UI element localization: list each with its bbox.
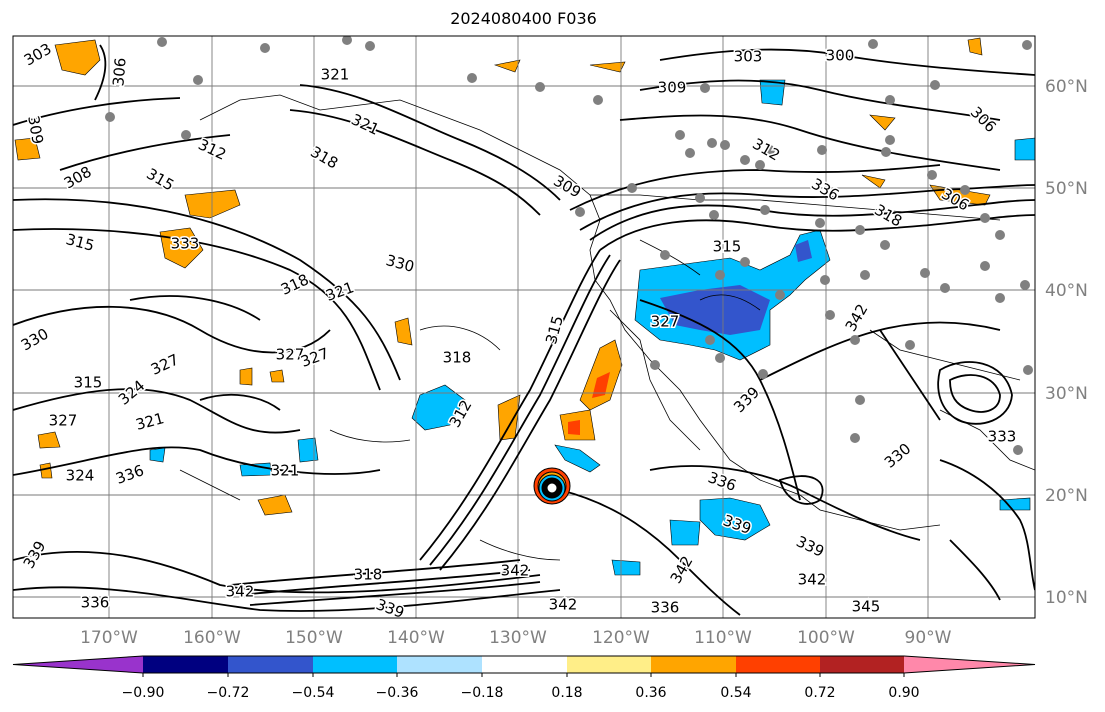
longitude-axis: 170°W 160°W 150°W 140°W 130°W 120°W 110°W 100°W… [80, 628, 952, 648]
contour-label: 303 [734, 48, 763, 66]
colorbar-extend-low [13, 656, 143, 673]
colorbar-tick-label: 0.18 [551, 685, 582, 701]
colorbar-tick-label: −0.90 [122, 685, 165, 701]
latitude-axis: 60°N 50°N 40°N 30°N 20°N 10°N [1045, 77, 1088, 608]
colorbar-segment [651, 656, 736, 673]
contour-label: 327 [651, 313, 680, 331]
latitude-label: 20°N [1045, 486, 1088, 506]
contour-label: 327 [49, 412, 78, 430]
colorbar [12, 655, 1036, 674]
contour-label: 330 [384, 251, 416, 276]
colorbar-segment [143, 656, 228, 673]
map-title: 2024080400 F036 [450, 9, 597, 28]
latitude-label: 50°N [1045, 179, 1088, 199]
contour-label: 345 [852, 598, 881, 616]
contour-label: 324 [66, 467, 95, 485]
longitude-label: 170°W [80, 628, 138, 648]
colorbar-segment [736, 656, 820, 673]
longitude-label: 120°W [592, 628, 650, 648]
longitude-label: 100°W [797, 628, 855, 648]
coastlines [199, 94, 1035, 531]
longitude-label: 140°W [387, 628, 445, 648]
colorbar-tick-label: −0.72 [207, 685, 250, 701]
colorbar-segment [397, 656, 482, 673]
colorbar-segment [313, 656, 397, 673]
colorbar-segment [482, 656, 567, 673]
contour-lines [13, 44, 1035, 616]
colorbar-segment [567, 656, 651, 673]
contour-label: 315 [64, 230, 96, 255]
latitude-label: 60°N [1045, 77, 1088, 97]
contour-label: 336 [651, 599, 680, 617]
contour-label: 342 [798, 571, 827, 589]
graticule [13, 36, 1035, 618]
contour-label: 342 [226, 583, 255, 601]
contour-label: 318 [443, 349, 472, 367]
contour-label: 309 [24, 114, 47, 145]
contour-label: 309 [658, 79, 687, 97]
latitude-label: 10°N [1045, 588, 1088, 608]
thin-contour-lines [179, 239, 761, 561]
longitude-label: 130°W [489, 628, 547, 648]
contour-label: 333 [988, 428, 1017, 446]
contour-label: 300 [826, 47, 855, 65]
contour-label: 315 [74, 374, 103, 392]
colorbar-segment [820, 656, 904, 673]
contour-label: 327 [276, 346, 305, 364]
colorbar-tick-label: 0.72 [804, 685, 835, 701]
colorbar-ticks: −0.90 −0.72 −0.54 −0.36 −0.18 0.18 0.36 0.54 0.7… [122, 673, 920, 701]
contour-label: 342 [549, 596, 578, 614]
contour-label: 306 [109, 57, 129, 87]
contour-label: 318 [354, 566, 383, 584]
contour-label: 333 [171, 235, 200, 253]
colorbar-tick-label: −0.18 [461, 685, 504, 701]
longitude-label: 90°W [905, 628, 952, 648]
contour-label: 321 [271, 462, 300, 480]
cyclone-marker [533, 467, 571, 505]
contour-label: 336 [81, 594, 110, 612]
contour-label: 321 [321, 66, 350, 84]
contour-label: 315 [713, 238, 742, 256]
colorbar-tick-label: −0.54 [292, 685, 335, 701]
colorbar-tick-label: −0.36 [376, 685, 419, 701]
colorbar-tick-label: 0.54 [720, 685, 751, 701]
station-markers [105, 36, 1033, 455]
latitude-label: 40°N [1045, 281, 1088, 301]
colorbar-tick-label: 0.90 [888, 685, 919, 701]
longitude-label: 110°W [694, 628, 752, 648]
map-frame [12, 35, 1036, 619]
contour-label: 342 [501, 562, 530, 580]
strong-positive-shading [568, 372, 610, 435]
longitude-label: 160°W [183, 628, 241, 648]
longitude-label: 150°W [285, 628, 343, 648]
negative-shading [149, 79, 1035, 576]
colorbar-tick-label: 0.36 [635, 685, 666, 701]
strong-negative-shading [660, 240, 812, 335]
colorbar-extend-high [904, 656, 1035, 673]
latitude-label: 30°N [1045, 384, 1088, 404]
colorbar-segment [228, 656, 313, 673]
